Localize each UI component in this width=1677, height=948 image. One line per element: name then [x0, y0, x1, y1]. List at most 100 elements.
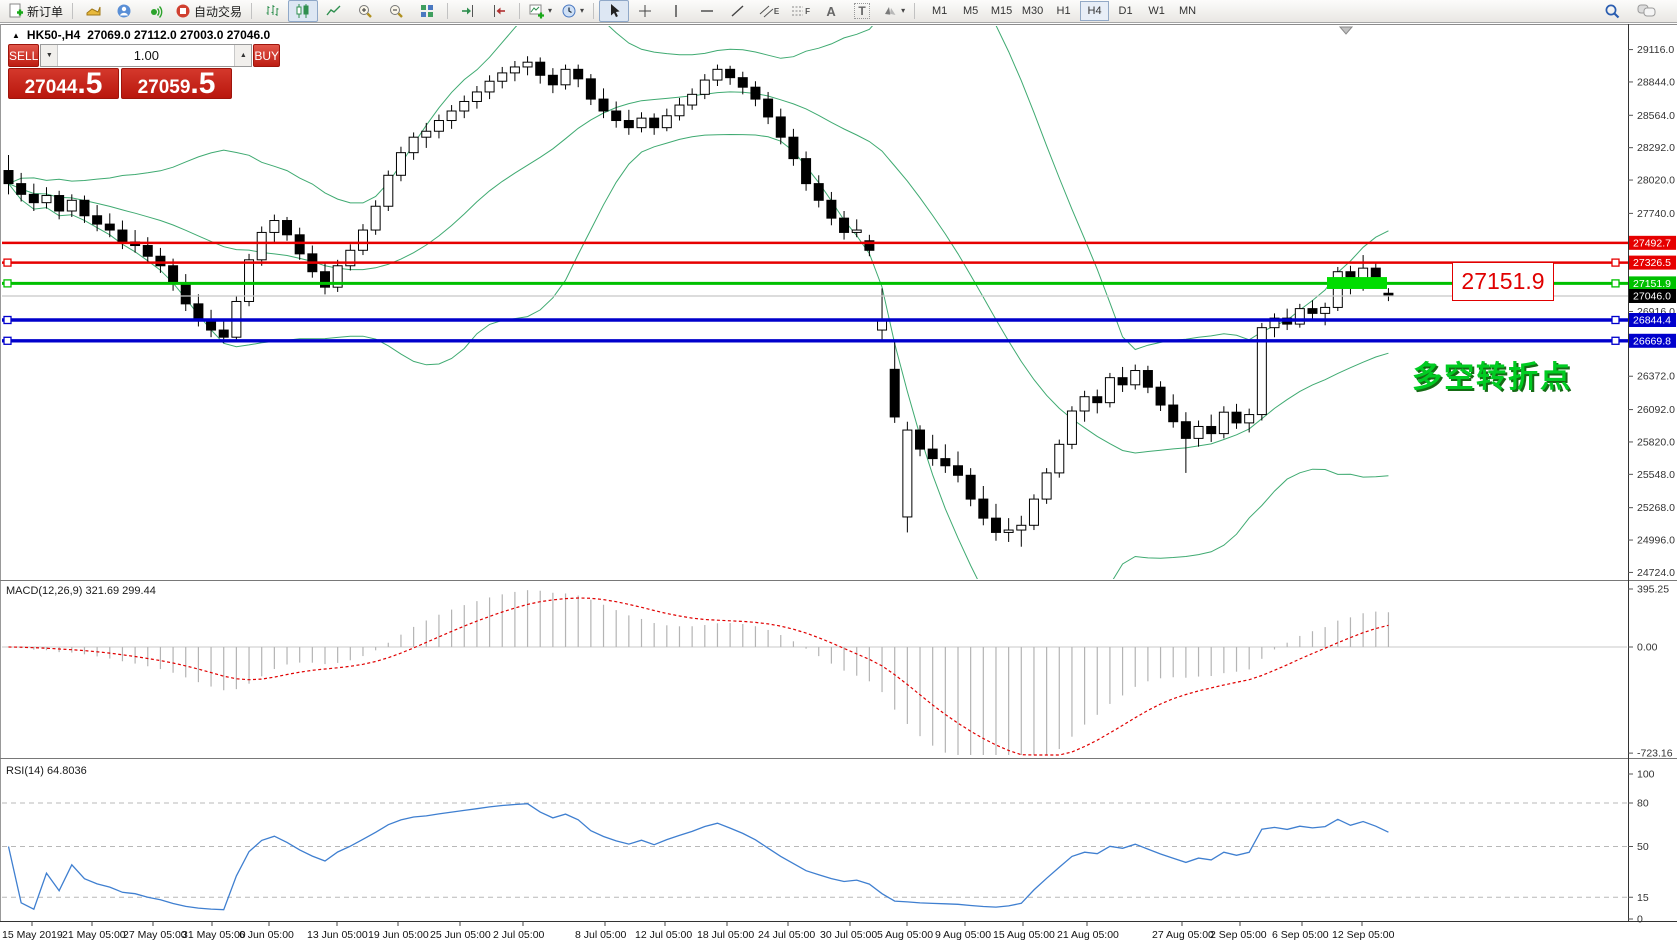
auto-scroll-button[interactable] — [453, 0, 483, 22]
candle — [1294, 303, 1305, 328]
chart-shift-marker[interactable] — [1338, 26, 1354, 35]
candle — [509, 61, 520, 82]
crosshair-button[interactable] — [630, 0, 660, 22]
toolbar-separator — [251, 3, 253, 19]
candle — [256, 226, 267, 266]
timeframe-button-W1[interactable]: W1 — [1148, 5, 1165, 17]
autotrading-button[interactable]: 自动交易 — [171, 0, 246, 22]
equidistant-channel-button[interactable]: E — [754, 0, 784, 22]
price-tick-label: 24724.0 — [1637, 567, 1675, 579]
candle — [269, 214, 280, 242]
bollinger-bands — [8, 26, 1389, 579]
arrows-button[interactable]: ▾ — [878, 0, 909, 22]
timeframe-button-M5[interactable]: M5 — [962, 5, 979, 17]
price-axis[interactable]: 29116.0 28844.0 28564.0 28292.0 28020.0 27740… — [1628, 44, 1676, 579]
time-tick-label: 18 Jul 05:00 — [697, 929, 754, 941]
price-callout-box[interactable]: 27151.9 — [1452, 262, 1554, 301]
toolbar-separator — [72, 3, 74, 19]
candle — [1003, 518, 1014, 542]
candle — [1193, 420, 1204, 447]
sell-button-label: SELL — [9, 48, 39, 63]
highlight-zone[interactable] — [1327, 277, 1387, 289]
buy-button[interactable]: BUY — [253, 44, 281, 67]
sell-price-fraction: .5 — [77, 67, 103, 100]
signals-button[interactable] — [140, 0, 170, 22]
bar-chart-button[interactable] — [257, 0, 287, 22]
search-icon[interactable] — [1604, 3, 1621, 20]
text-button[interactable]: A — [816, 0, 846, 22]
candle — [611, 101, 622, 128]
toolbar-right-group — [1604, 3, 1673, 20]
macd-signal-line — [8, 597, 1389, 756]
buy-price-display[interactable]: 27059 .5 — [121, 68, 232, 99]
candle — [1079, 390, 1090, 422]
vertical-line-button[interactable] — [661, 0, 691, 22]
candle — [1168, 394, 1179, 428]
fibonacci-button[interactable]: F — [785, 0, 815, 22]
new-chart-button[interactable]: ▾ — [525, 0, 556, 22]
market-watch-button[interactable] — [78, 0, 108, 22]
chart-canvas[interactable]: 29116.0 28844.0 28564.0 28292.0 28020.0 27740… — [0, 24, 1677, 948]
candle — [839, 211, 850, 240]
rsi-axis-label: 50 — [1637, 841, 1649, 853]
line-chart-button[interactable] — [319, 0, 349, 22]
candle — [433, 114, 444, 139]
text-label-button[interactable]: T — [847, 0, 877, 22]
volume-spinner: ▼ ▲ — [40, 44, 253, 67]
time-tick-label: 6 Sep 05:00 — [1272, 929, 1329, 941]
price-tick-label: 25548.0 — [1637, 469, 1675, 481]
sell-button[interactable]: SELL — [8, 44, 40, 67]
price-line-chip-label: 27326.5 — [1633, 257, 1671, 269]
cursor-button[interactable] — [599, 0, 630, 22]
chart-shift-button[interactable] — [484, 0, 514, 22]
chat-icon[interactable] — [1637, 3, 1657, 19]
timeframe-group: M1 M5 M15 M30 H1 H4 D1 W1 MN — [924, 1, 1203, 21]
price-tick-label: 28020.0 — [1637, 175, 1675, 187]
timeframe-button-M15[interactable]: M15 — [990, 5, 1013, 17]
profiles-button[interactable] — [109, 0, 139, 22]
candlestick-chart-button[interactable] — [288, 0, 319, 22]
zoom-out-button[interactable] — [381, 0, 411, 22]
candle — [573, 64, 584, 88]
candle — [16, 172, 27, 202]
candle — [1104, 372, 1115, 408]
time-tick-label: 24 Jul 05:00 — [758, 929, 815, 941]
candle — [636, 112, 647, 133]
rsi-line — [7, 803, 1389, 911]
volume-increase-button[interactable]: ▲ — [234, 45, 252, 66]
horizontal-lines[interactable] — [2, 241, 1628, 345]
zoom-in-button[interactable] — [350, 0, 380, 22]
collapse-panel-icon[interactable]: ▲ — [12, 30, 20, 40]
timeframe-button-MN[interactable]: MN — [1179, 5, 1197, 17]
horizontal-line-button[interactable] — [692, 0, 722, 22]
volume-input[interactable] — [58, 45, 235, 66]
timeframe-button-D1[interactable]: D1 — [1118, 5, 1133, 17]
periods-button[interactable]: ▾ — [557, 0, 588, 22]
candle — [155, 247, 166, 273]
toolbar-separator — [593, 3, 595, 19]
timeframe-button-H1[interactable]: H1 — [1056, 5, 1071, 17]
candle — [1269, 313, 1280, 338]
rsi-axis-label: 0 — [1637, 914, 1643, 926]
price-line-chip-label: 27492.7 — [1633, 237, 1671, 249]
sell-price-display[interactable]: 27044 .5 — [8, 68, 119, 99]
candle — [547, 68, 558, 94]
candle — [1066, 406, 1077, 450]
timeframe-button-M1[interactable]: M1 — [931, 5, 948, 17]
bar-chart-icon — [264, 3, 280, 19]
candle — [737, 71, 748, 95]
candle — [535, 57, 546, 84]
volume-decrease-button[interactable]: ▼ — [41, 45, 59, 66]
tile-windows-button[interactable] — [412, 0, 442, 22]
trendline-button[interactable] — [723, 0, 753, 22]
timeframe-button-H4[interactable]: H4 — [1080, 1, 1110, 21]
candle — [142, 237, 153, 264]
candle — [1092, 389, 1103, 414]
candle — [826, 191, 837, 226]
new-order-button[interactable]: 新订单 — [4, 0, 67, 22]
candle — [1256, 322, 1267, 421]
timeframe-button-M30[interactable]: M30 — [1021, 5, 1044, 17]
buy-button-label: BUY — [254, 48, 280, 63]
candle — [522, 56, 533, 76]
